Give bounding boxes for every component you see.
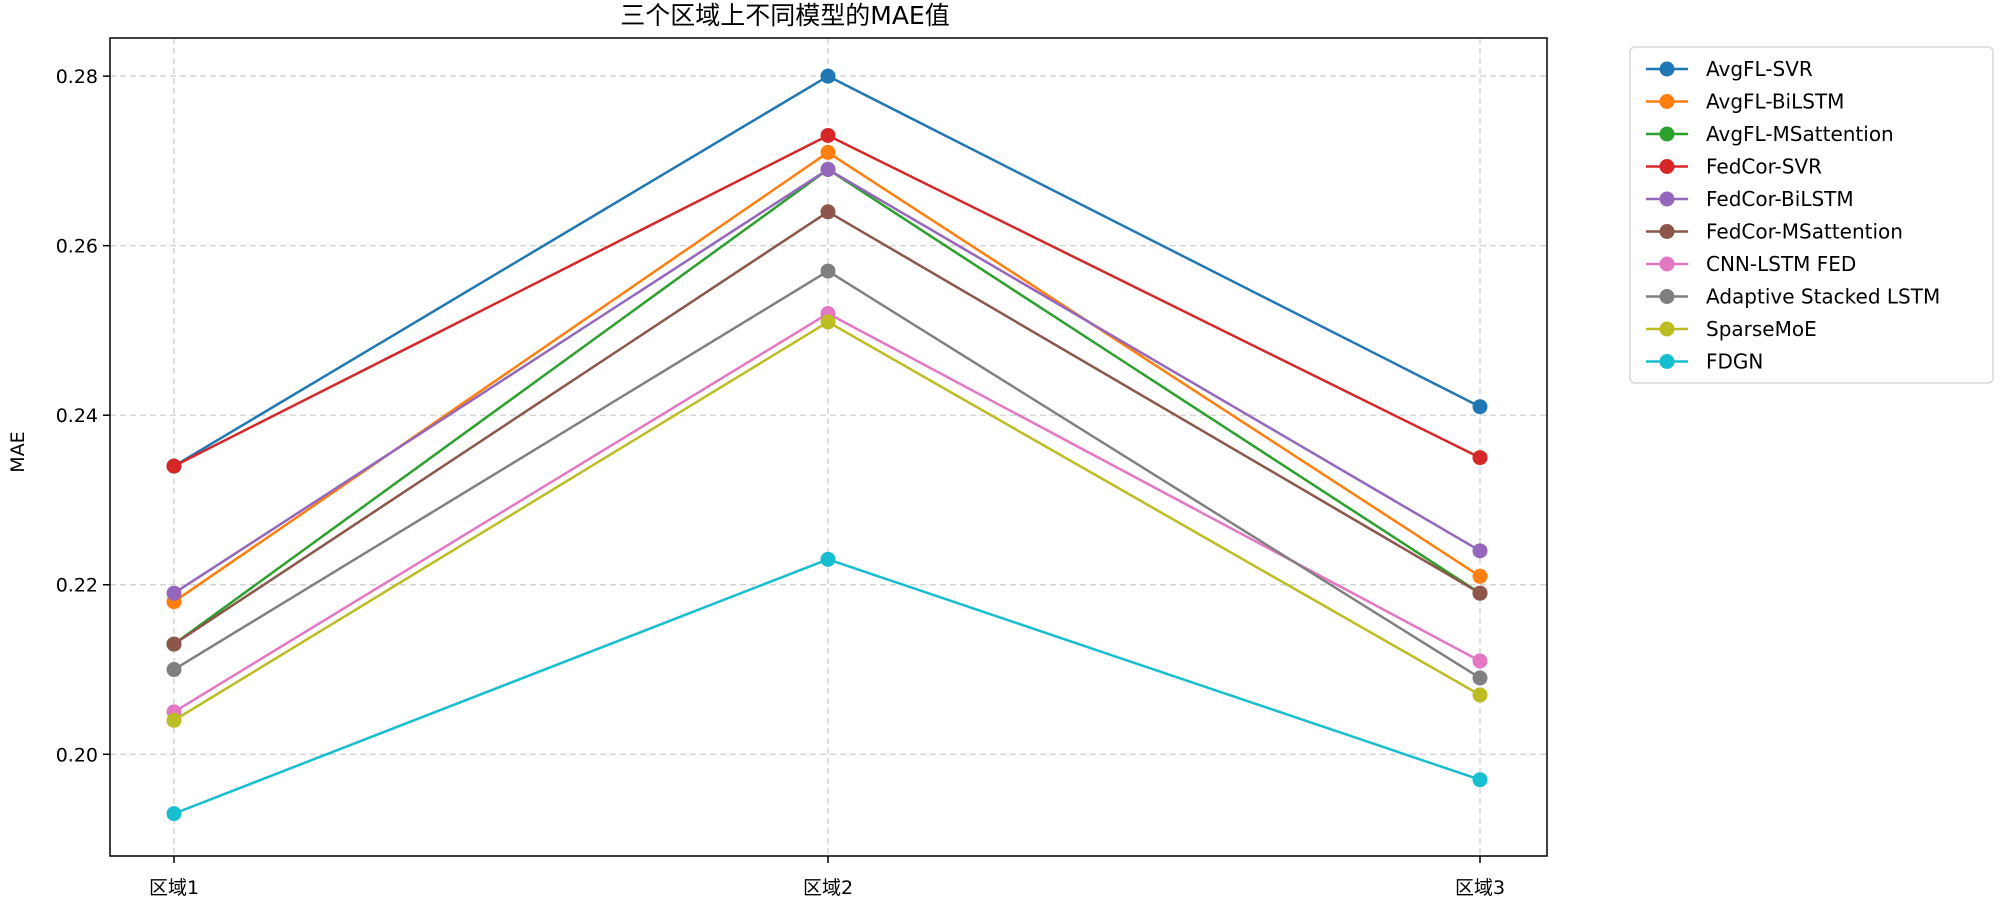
series-line: [173, 134, 1481, 468]
data-point: [820, 204, 836, 220]
data-point: [1472, 585, 1488, 601]
legend-label: Adaptive Stacked LSTM: [1706, 285, 1940, 309]
data-point: [820, 161, 836, 177]
legend-item: Adaptive Stacked LSTM: [1646, 285, 1940, 309]
series-line: [173, 558, 1481, 815]
y-axis-label: MAE: [7, 431, 29, 472]
grid-lines: [110, 38, 1547, 856]
series-adaptive-stacked-lstm: [166, 263, 1488, 686]
legend-item: FedCor-MSattention: [1646, 220, 1903, 244]
data-point: [820, 144, 836, 160]
data-point: [166, 712, 182, 728]
data-point: [820, 314, 836, 330]
legend-swatch-marker: [1659, 354, 1675, 369]
legend-item: FedCor-SVR: [1646, 155, 1822, 179]
series-line: [173, 320, 1481, 722]
legend-label: AvgFL-SVR: [1706, 57, 1813, 81]
data-point: [1472, 399, 1488, 415]
data-point: [166, 585, 182, 601]
data-point: [820, 263, 836, 279]
legend-label: SparseMoE: [1706, 317, 1817, 341]
series-line: [173, 168, 1481, 595]
series-fdgn: [166, 551, 1488, 822]
data-point: [1472, 568, 1488, 584]
data-point: [1472, 653, 1488, 669]
legend-label: FedCor-MSattention: [1706, 220, 1903, 244]
x-tick-label: 区域3: [1455, 877, 1505, 899]
data-point: [1472, 450, 1488, 466]
y-tick-label: 0.28: [56, 66, 98, 88]
series-lines: [166, 68, 1488, 822]
axis-ticks: 0.20 0.22 0.24 0.26 0.28 区域1 区域2 区域3: [56, 66, 1505, 899]
legend-label: CNN-LSTM FED: [1706, 252, 1856, 276]
series-avgfl-msattention: [166, 161, 1488, 652]
legend-item: FDGN: [1646, 350, 1763, 374]
legend-swatch-marker: [1659, 191, 1675, 207]
y-tick-label: 0.22: [56, 575, 98, 597]
data-point: [1472, 670, 1488, 686]
legend-item: CNN-LSTM FED: [1646, 252, 1856, 276]
data-point: [1472, 543, 1488, 559]
data-point: [820, 127, 836, 143]
legend-item: FedCor-BiLSTM: [1646, 187, 1854, 211]
data-point: [820, 68, 836, 84]
x-tick-label: 区域2: [803, 877, 853, 899]
series-line: [173, 312, 1481, 713]
legend-label: AvgFL-BiLSTM: [1706, 90, 1844, 114]
legend-item: AvgFL-SVR: [1646, 57, 1813, 81]
legend-box: [1629, 46, 1994, 384]
legend-swatch-marker: [1659, 94, 1675, 109]
legend-swatch-marker: [1659, 256, 1675, 272]
data-point: [820, 551, 836, 567]
legend-swatch-marker: [1659, 289, 1675, 304]
legend-label: FDGN: [1706, 350, 1763, 374]
series-fedcor-svr: [166, 127, 1488, 474]
legend-item: AvgFL-BiLSTM: [1646, 90, 1844, 114]
series-cnn-lstm-fed: [166, 305, 1488, 720]
chart-title: 三个区域上不同模型的MAE值: [620, 1, 949, 30]
legend-item: SparseMoE: [1646, 317, 1817, 341]
legend-label: FedCor-SVR: [1706, 155, 1822, 179]
data-point: [166, 458, 182, 474]
legend-swatch-marker: [1659, 126, 1675, 142]
data-point: [1472, 687, 1488, 703]
y-tick-label: 0.26: [56, 236, 98, 258]
data-point: [166, 806, 182, 822]
series-line: [173, 151, 1481, 603]
legend-swatch-marker: [1659, 61, 1675, 77]
y-tick-label: 0.20: [56, 744, 98, 766]
data-point: [166, 662, 182, 678]
x-tick-label: 区域1: [149, 877, 199, 899]
series-fedcor-bilstm: [166, 161, 1488, 601]
data-point: [1472, 772, 1488, 788]
legend-swatch-marker: [1659, 224, 1675, 239]
legend-label: AvgFL-MSattention: [1706, 122, 1894, 146]
series-line: [173, 269, 1481, 680]
legend-swatch-marker: [1659, 159, 1675, 174]
legend: AvgFL-SVR AvgFL-BiLSTM AvgFL-MSattention Fe…: [1629, 46, 1994, 384]
y-tick-label: 0.24: [56, 405, 98, 427]
legend-swatch-marker: [1659, 321, 1675, 337]
series-fedcor-msattention: [166, 204, 1488, 652]
legend-item: AvgFL-MSattention: [1646, 122, 1894, 146]
legend-label: FedCor-BiLSTM: [1706, 187, 1854, 211]
series-line: [173, 168, 1481, 646]
data-point: [166, 636, 182, 652]
series-sparsemoe: [166, 314, 1488, 728]
